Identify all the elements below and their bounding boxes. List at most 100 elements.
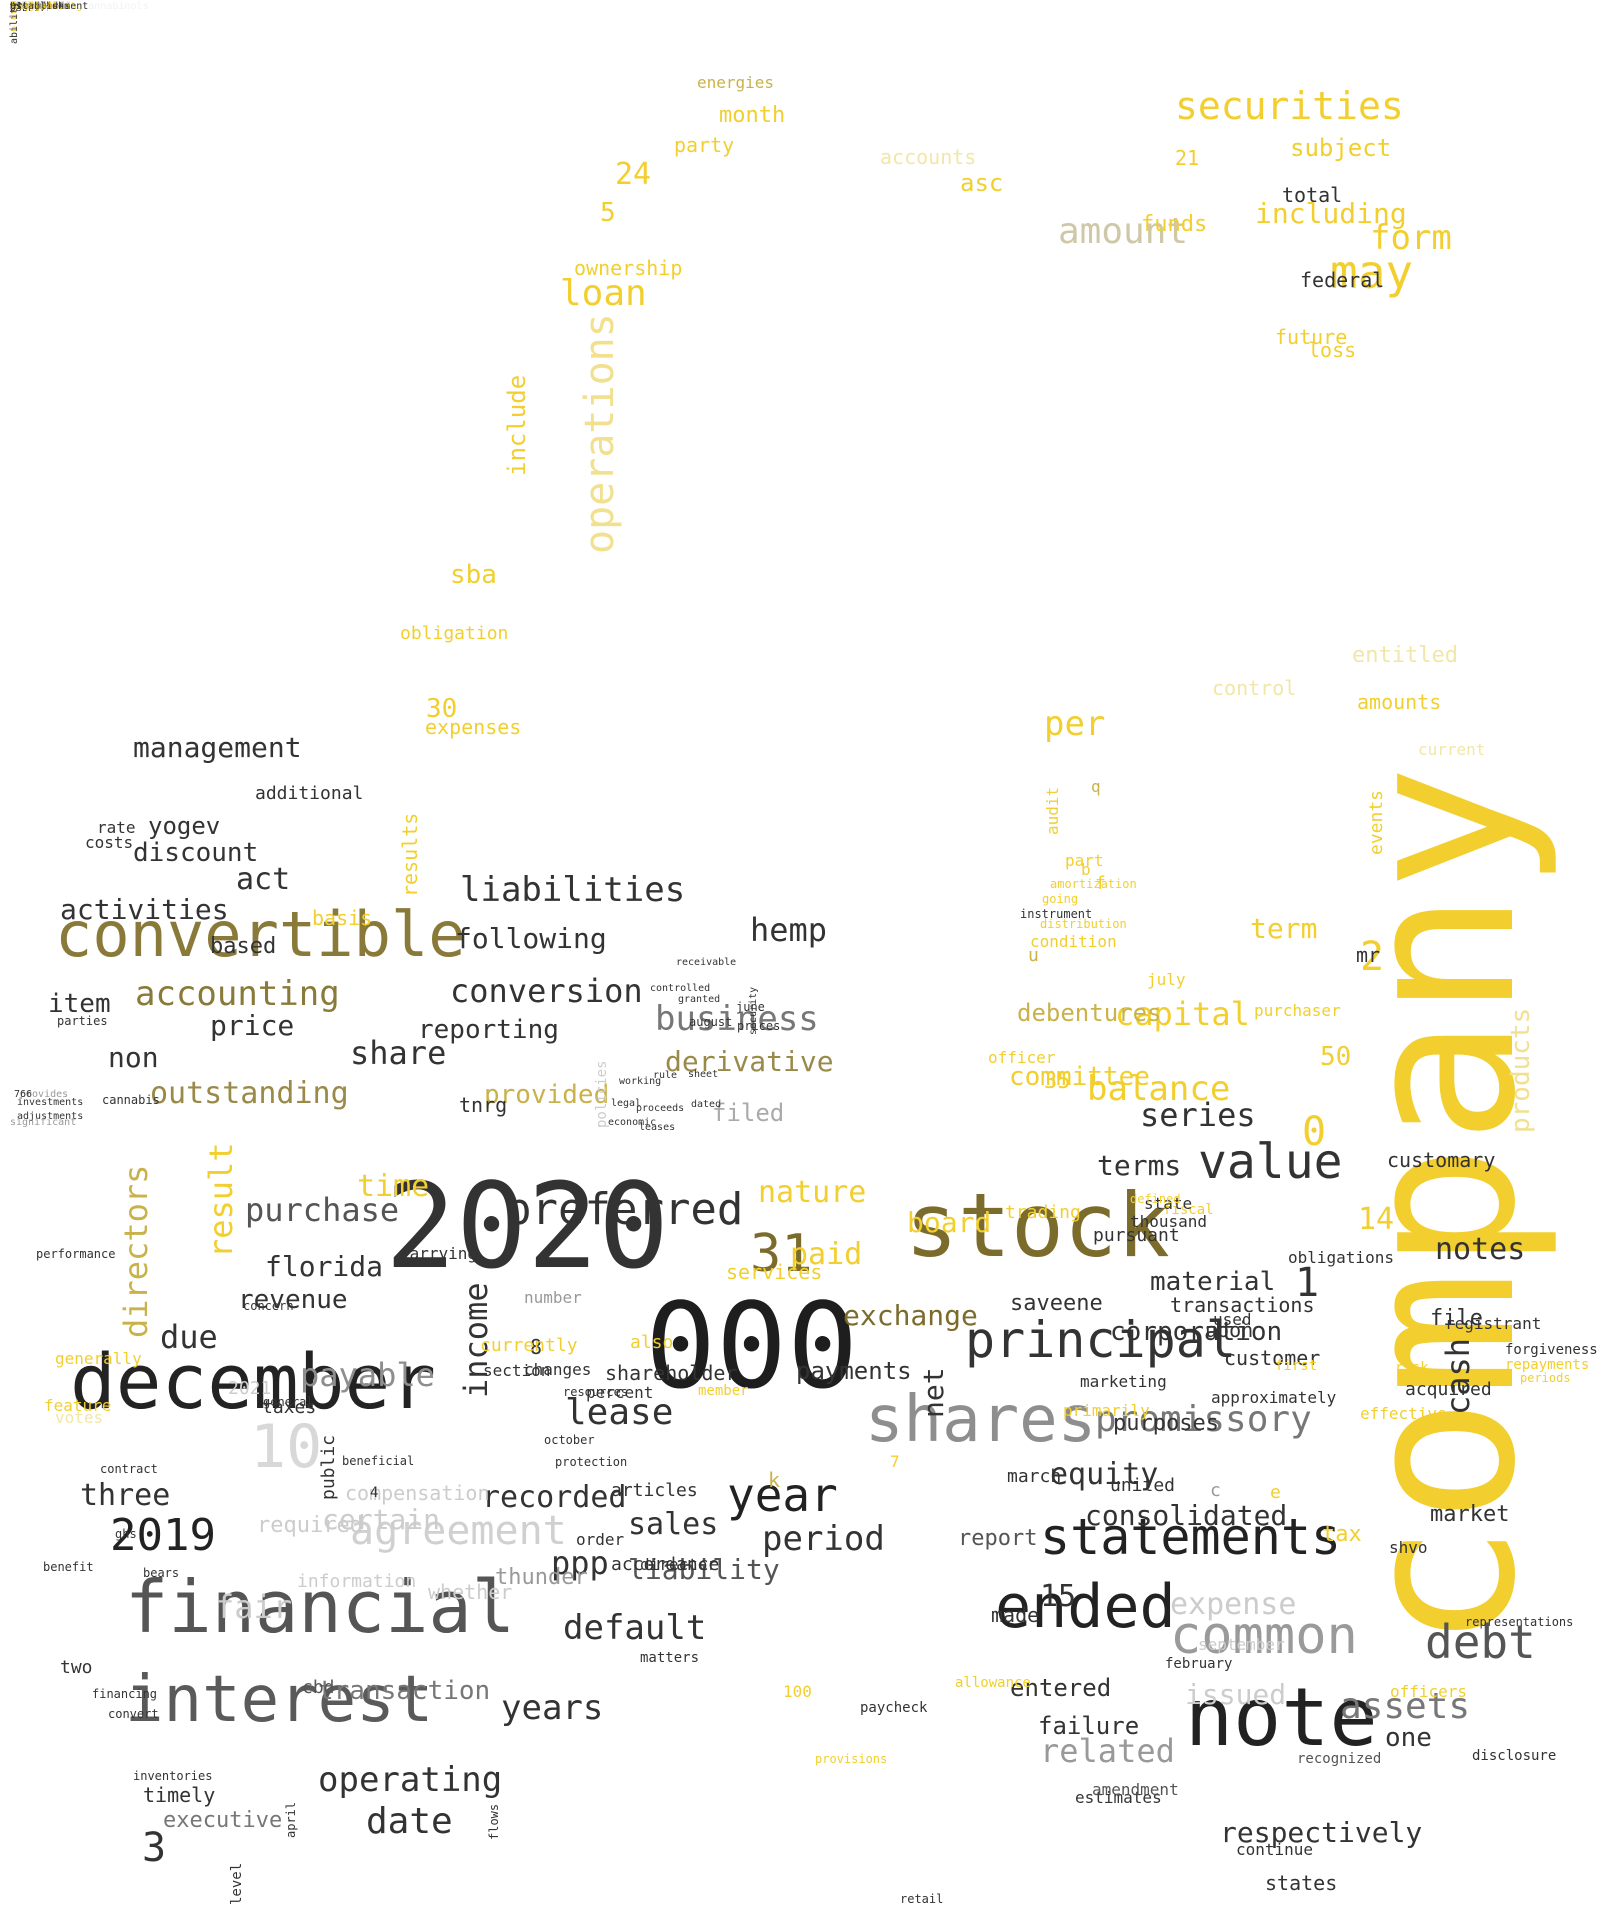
cloud-word: outstanding (150, 1076, 349, 1111)
cloud-word: twenty (10, 1, 47, 12)
cloud-word: cbd (302, 1677, 335, 1698)
cloud-word: 19 (10, 1, 23, 12)
cloud-word: q (1091, 777, 1101, 796)
cloud-word: approximately (1211, 1388, 1337, 1407)
cloud-word: policies (594, 1060, 610, 1128)
cloud-word: accrues (10, 1, 53, 12)
cloud-word: share (350, 1034, 447, 1072)
cloud-word: transaction (318, 1676, 491, 1706)
cloud-word: liabilities (460, 870, 686, 910)
cloud-word: sold (10, 1, 35, 12)
cloud-word: entered (1010, 1674, 1112, 1702)
cloud-word: 2020 (385, 1157, 670, 1295)
cloud-word: asc (960, 169, 1004, 197)
cloud-word: prior (10, 1, 41, 12)
cloud-word: feature (44, 1396, 112, 1415)
cloud-word: currently (480, 1335, 578, 1356)
cloud-word: corporation (1110, 1317, 1283, 1347)
cloud-word: ghs (115, 1527, 137, 1541)
cloud-word: benefit (43, 1560, 94, 1574)
cloud-word: including (1255, 197, 1407, 230)
cloud-word: carrying (400, 1244, 478, 1263)
cloud-word: 5 (600, 198, 616, 228)
cloud-word: allowance (955, 1675, 1031, 1691)
cloud-word: financing (92, 1687, 158, 1701)
cloud-word: two (60, 1657, 93, 1678)
cloud-word: exchange (843, 1299, 978, 1332)
cloud-word: form (1370, 218, 1452, 258)
cloud-word: 0 (1302, 1109, 1327, 1155)
cloud-word: made (991, 1603, 1040, 1627)
cloud-word: statements (1040, 1508, 1342, 1566)
cloud-word: 2 (1360, 934, 1385, 980)
cloud-word: generally (55, 1349, 142, 1368)
cloud-word: april (284, 1801, 298, 1838)
cloud-word: general (263, 1395, 314, 1409)
cloud-word: june (736, 1000, 765, 1014)
cloud-word: value (1198, 1134, 1343, 1190)
cloud-word: thousand (1130, 1212, 1208, 1231)
cloud-word: funds (1141, 212, 1208, 237)
cloud-word: one (1385, 1723, 1432, 1753)
cloud-word: percent (586, 1383, 654, 1402)
cloud-word: three (80, 1478, 171, 1513)
cloud-word: promissory (1095, 1399, 1312, 1440)
cloud-word: third (10, 1, 41, 12)
cloud-word: 000 (645, 1277, 859, 1415)
cloud-word: discount (133, 838, 259, 868)
cloud-word: 6 (10, 1, 17, 12)
cloud-word: agreements (10, 1, 71, 12)
cloud-word: recognition (10, 1, 77, 12)
cloud-word: accompanying (10, 1, 83, 12)
cloud-word: price (210, 1009, 295, 1042)
cloud-word: procedures (10, 1, 71, 12)
cloud-word: 4 (370, 1485, 379, 1501)
cloud-word: described (10, 1, 65, 12)
cloud-word: customer (1224, 1346, 1321, 1370)
cloud-word: 3 (142, 1825, 167, 1871)
cloud-word: respectively (1220, 1816, 1423, 1849)
cloud-word: reporting (418, 1015, 559, 1045)
cloud-word: pursuant (1093, 1225, 1180, 1246)
cloud-word: debt (1425, 1615, 1536, 1669)
cloud-word: federal (1300, 268, 1385, 292)
cloud-word: controlled (650, 983, 711, 994)
cloud-word: include (503, 374, 531, 476)
cloud-word: interest (125, 1663, 434, 1737)
cloud-word: balance (1087, 1069, 1231, 1109)
cloud-word: provides (20, 1089, 69, 1100)
cloud-word: 35 (1044, 1069, 1071, 1094)
cloud-word: going (1042, 892, 1079, 906)
cloud-word: saveene (1010, 1291, 1103, 1316)
cloud-word: 8 (530, 1335, 543, 1359)
cloud-word: shares (865, 1383, 1097, 1457)
cloud-word: level (229, 1862, 245, 1905)
cloud-word: terms (1097, 1149, 1182, 1182)
cloud-word: rule (653, 1070, 678, 1081)
cloud-word: cannabis (102, 1093, 160, 1107)
cloud-word: agreement (350, 1508, 567, 1554)
cloud-word: item (48, 989, 111, 1019)
cloud-word: effective (1360, 1404, 1447, 1423)
cloud-word: b (1081, 860, 1091, 879)
cloud-word: securities (1175, 84, 1404, 128)
cloud-word: defined (1130, 1192, 1181, 1206)
cloud-word: related (1040, 1732, 1175, 1770)
cloud-word: based (210, 934, 277, 959)
cloud-word: report (958, 1526, 1038, 1551)
cloud-word: audit (1043, 786, 1062, 835)
cloud-word: customary (1387, 1148, 1496, 1172)
cloud-word: transactions (1170, 1293, 1315, 1317)
cloud-word: recorded (482, 1480, 627, 1515)
cloud-word: obligations (1288, 1248, 1394, 1267)
cloud-word: cash (1439, 1337, 1477, 1415)
cloud-word: risk (1395, 1360, 1429, 1376)
cloud-word: significant (10, 1117, 77, 1128)
cloud-word: representations (1465, 1615, 1574, 1629)
cloud-word: estimates (1075, 1788, 1162, 1807)
cloud-word: accounting (135, 974, 340, 1014)
cloud-word: registrant (1445, 1314, 1542, 1333)
cloud-word: k (768, 1468, 781, 1492)
cloud-word: private (10, 1, 53, 12)
cloud-word: payable (300, 1356, 435, 1394)
